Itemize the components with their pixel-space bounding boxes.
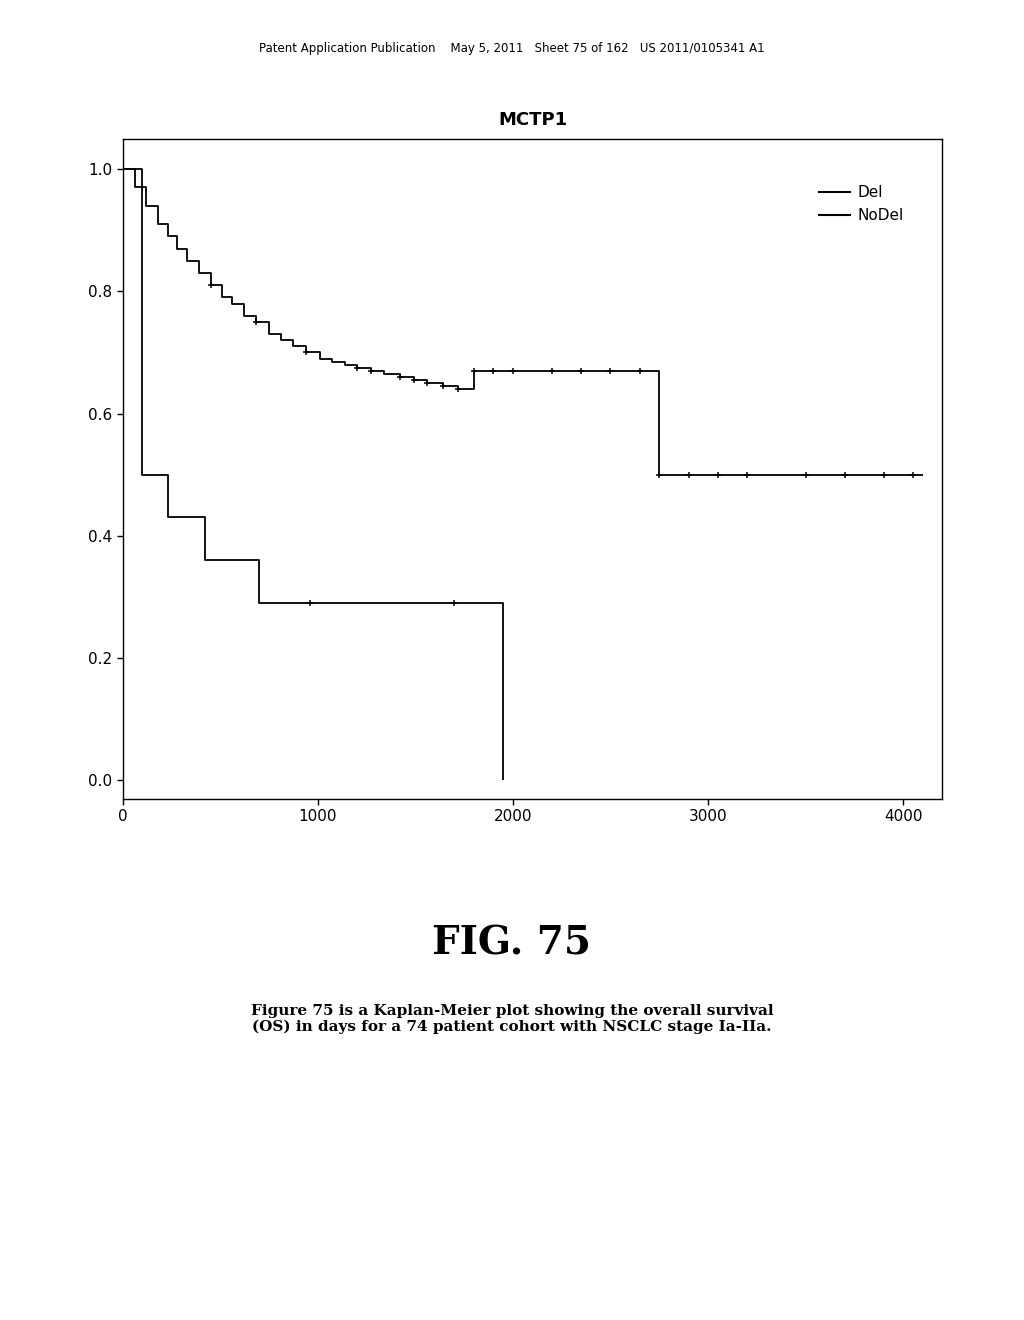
Legend: Del, NoDel: Del, NoDel xyxy=(813,180,910,230)
Title: MCTP1: MCTP1 xyxy=(498,111,567,129)
Text: Figure 75 is a Kaplan-Meier plot showing the overall survival
(OS) in days for a: Figure 75 is a Kaplan-Meier plot showing… xyxy=(251,1003,773,1035)
Text: Patent Application Publication    May 5, 2011   Sheet 75 of 162   US 2011/010534: Patent Application Publication May 5, 20… xyxy=(259,42,765,55)
Text: FIG. 75: FIG. 75 xyxy=(432,925,592,962)
